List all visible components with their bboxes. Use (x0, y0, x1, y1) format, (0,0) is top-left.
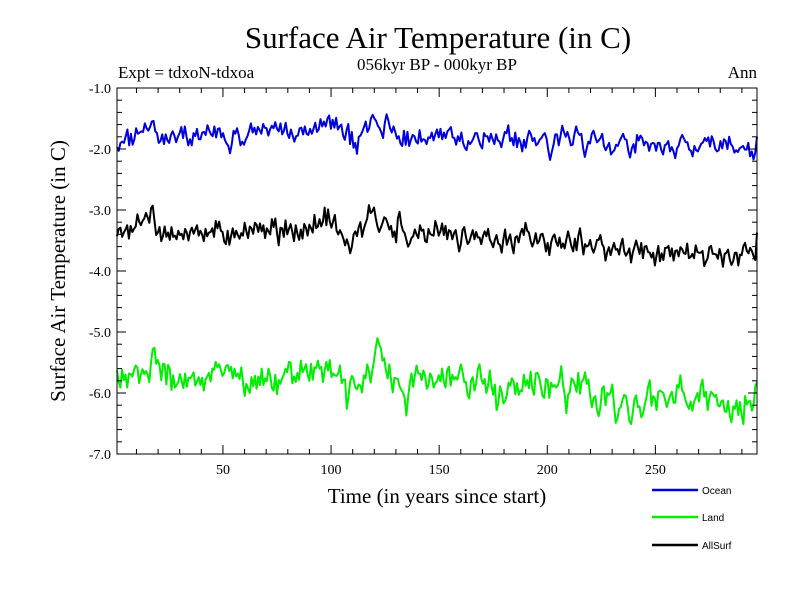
x-axis-tick-labels: 50 100 150 200 250 (216, 463, 666, 478)
experiment-label: Expt = tdxoN-tdxoa (118, 63, 255, 82)
series-line-ocean (116, 113, 758, 161)
y-axis-label: Surface Air Temperature (in C) (46, 140, 70, 402)
y-axis-tick-labels: -1.0 -2.0 -3.0 -4.0 -5.0 -6.0 -7.0 (89, 82, 111, 463)
series-line-land (116, 337, 758, 426)
y-tick-label: -3.0 (89, 204, 111, 219)
axis-ticks (117, 87, 757, 455)
legend-label-allsurf: AllSurf (702, 541, 732, 552)
x-tick-label: 200 (537, 463, 558, 478)
y-tick-label: -4.0 (89, 265, 111, 280)
chart-subtitle: 056kyr BP - 000kyr BP (357, 55, 517, 74)
y-tick-label: -2.0 (89, 143, 111, 158)
x-tick-label: 150 (429, 463, 450, 478)
legend: Ocean Land AllSurf (652, 486, 732, 552)
legend-label-ocean: Ocean (702, 486, 731, 497)
chart-title: Surface Air Temperature (in C) (245, 20, 631, 55)
plot-lines (116, 113, 758, 426)
season-label: Ann (728, 63, 758, 82)
series-line-allsurf (116, 204, 758, 268)
legend-label-land: Land (702, 513, 724, 524)
x-tick-label: 100 (321, 463, 342, 478)
x-tick-label: 250 (645, 463, 666, 478)
x-tick-label: 50 (216, 463, 230, 478)
plot-frame (116, 87, 758, 455)
y-tick-label: -5.0 (89, 326, 111, 341)
y-tick-label: -7.0 (89, 448, 111, 463)
x-axis-label: Time (in years since start) (328, 484, 547, 508)
y-tick-label: -1.0 (89, 82, 111, 97)
y-tick-label: -6.0 (89, 387, 111, 402)
